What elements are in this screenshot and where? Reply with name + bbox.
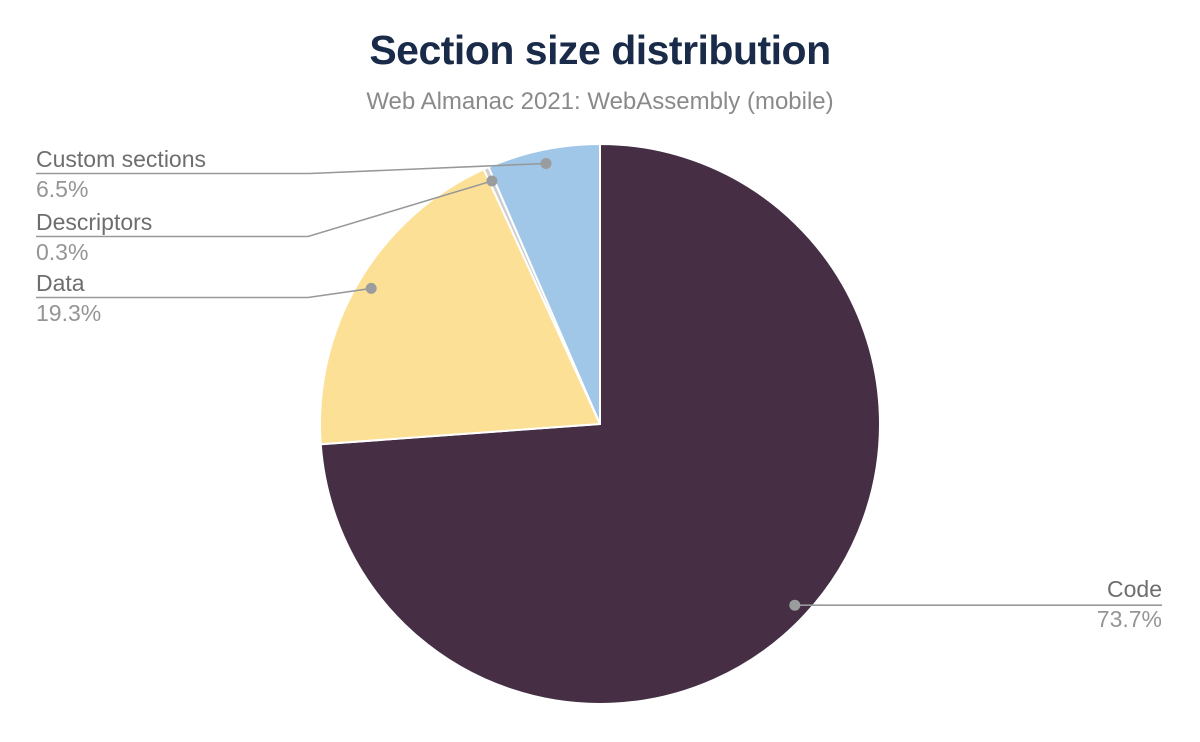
leader-line-descriptors (36, 180, 493, 238)
leader-dot-code (789, 599, 801, 611)
slice-name-descriptors: Descriptors (36, 208, 153, 235)
slice-value-custom-sections: 6.5% (36, 175, 89, 202)
slice-value-data: 19.3% (36, 299, 102, 326)
leader-line-custom-sections (36, 162, 547, 175)
slice-name-custom-sections: Custom sections (36, 145, 207, 172)
slice-label-code: Code 73.7% (1097, 574, 1162, 634)
leader-line-data (36, 287, 372, 299)
leader-dot-descriptors (486, 175, 498, 187)
slice-value-code: 73.7% (1096, 605, 1162, 632)
slice-name-data: Data (36, 269, 85, 296)
slice-label-descriptors: Descriptors 0.3% (36, 207, 152, 267)
chart-subtitle: Web Almanac 2021: WebAssembly (mobile) (366, 88, 834, 115)
pie-slice-data[interactable] (319, 168, 601, 446)
slice-name-code: Code (1107, 575, 1162, 602)
slice-value-descriptors: 0.3% (36, 238, 89, 265)
leader-dot-data (365, 282, 377, 294)
leader-dot-custom-sections (540, 158, 552, 169)
chart-title: Section size distribution (369, 27, 831, 73)
slice-label-custom-sections: Custom sections 6.5% (36, 144, 206, 204)
slice-label-data: Data 19.3% (36, 268, 101, 328)
